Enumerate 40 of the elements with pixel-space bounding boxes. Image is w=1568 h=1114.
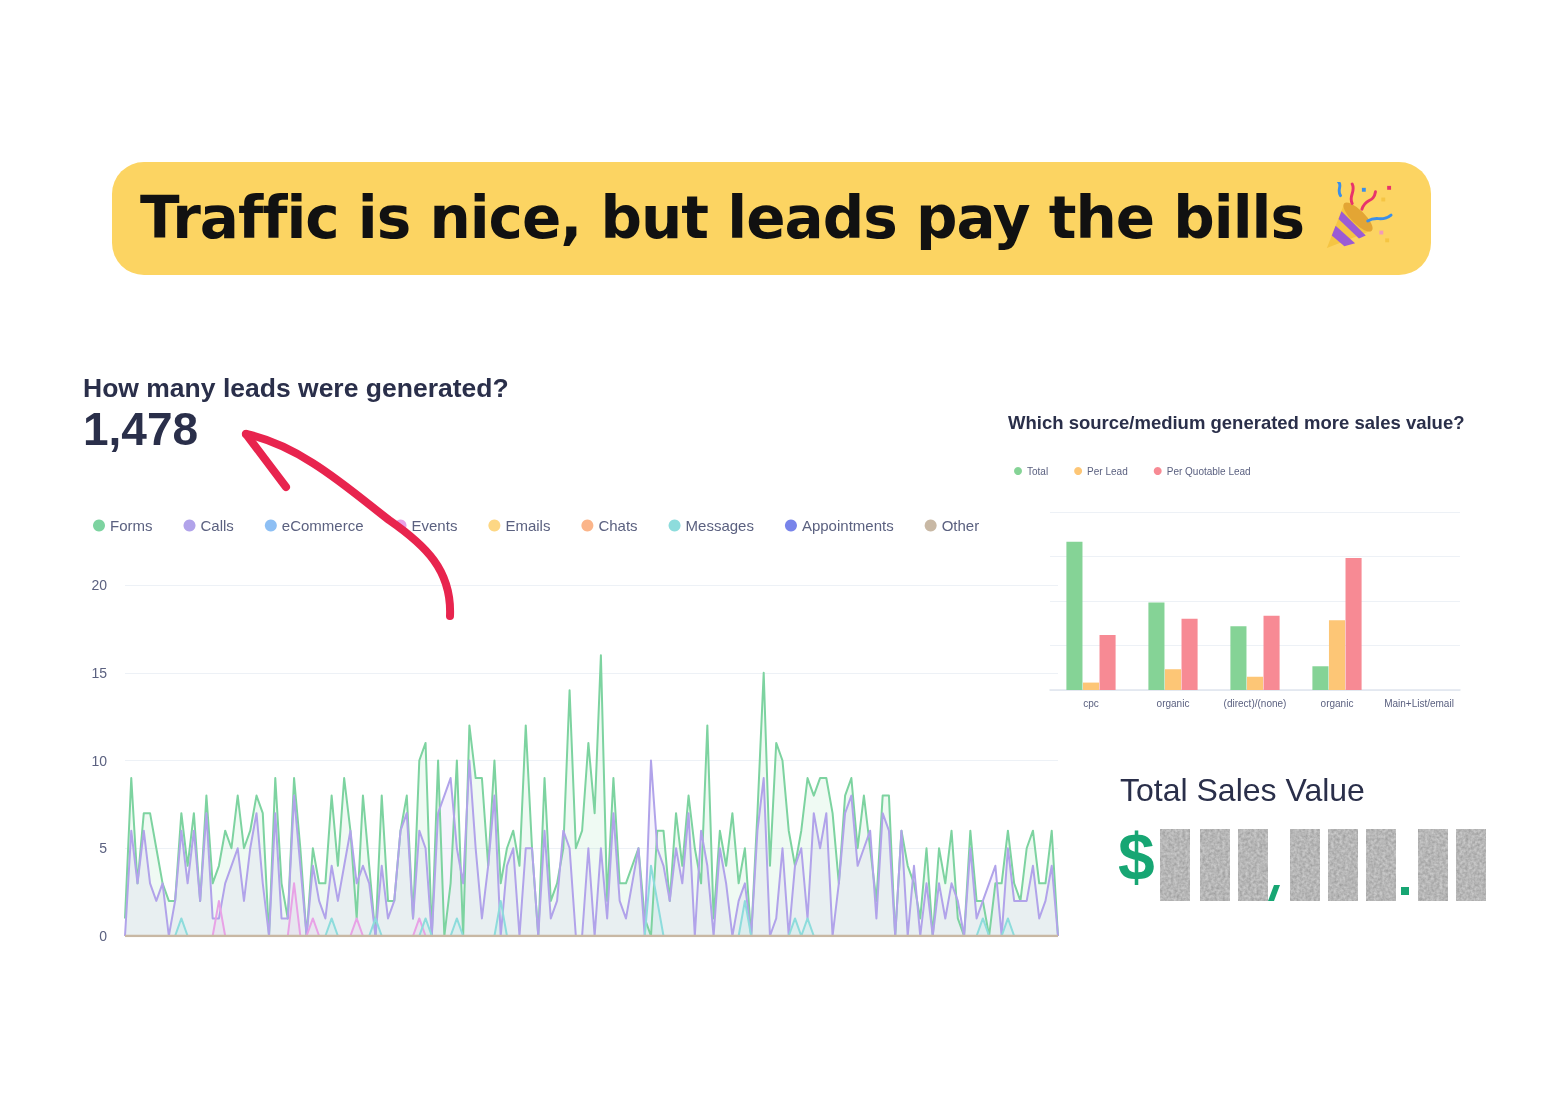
legend-label: Messages (685, 517, 754, 534)
legend-label: Calls (200, 517, 234, 534)
y-tick-label: 20 (91, 577, 108, 593)
bar (1099, 635, 1116, 690)
legend-label: eCommerce (281, 517, 364, 534)
legend-label: Per Quotable Lead (1166, 465, 1251, 477)
legend-label: Chats (598, 517, 638, 534)
bar (1328, 620, 1346, 690)
x-tick-label: cpc (1083, 697, 1099, 709)
bar (1181, 618, 1198, 690)
x-tick-label: organic (1156, 697, 1190, 709)
bar (1082, 682, 1100, 690)
legend-label: Total (1027, 465, 1049, 477)
legend-label: Forms (110, 517, 153, 534)
text: Total Sales Value (1120, 771, 1365, 809)
y-tick-label: 10 (91, 752, 108, 769)
chart-title: How many leads were generated? (83, 372, 509, 403)
bar (1164, 669, 1182, 690)
bar (1066, 541, 1083, 690)
legend-label: Per Lead (1087, 465, 1128, 477)
legend-label: Appointments (801, 517, 894, 534)
bar (1345, 557, 1362, 690)
x-tick-label: (direct)/(none) (1223, 697, 1287, 709)
text: Traffic is nice, but leads pay the bills (140, 183, 1304, 254)
legend-label: Events (411, 517, 458, 534)
legend-label: Emails (505, 517, 551, 534)
chart-subtitle: 1,478 (83, 403, 199, 455)
chart-title: Which source/medium generated more sales value? (1008, 412, 1465, 433)
text: $ (1118, 819, 1155, 896)
bar (1312, 666, 1329, 690)
legend-label: Other (941, 517, 980, 534)
y-tick-label: 0 (99, 928, 108, 944)
y-tick-label: 15 (91, 664, 108, 681)
bar (1246, 676, 1264, 690)
bar (1148, 602, 1165, 690)
bar (1263, 615, 1280, 690)
x-tick-label: Main+List/email (1384, 697, 1454, 709)
x-tick-label: organic (1320, 697, 1354, 709)
y-tick-label: 5 (99, 840, 108, 857)
bar (1230, 626, 1247, 690)
